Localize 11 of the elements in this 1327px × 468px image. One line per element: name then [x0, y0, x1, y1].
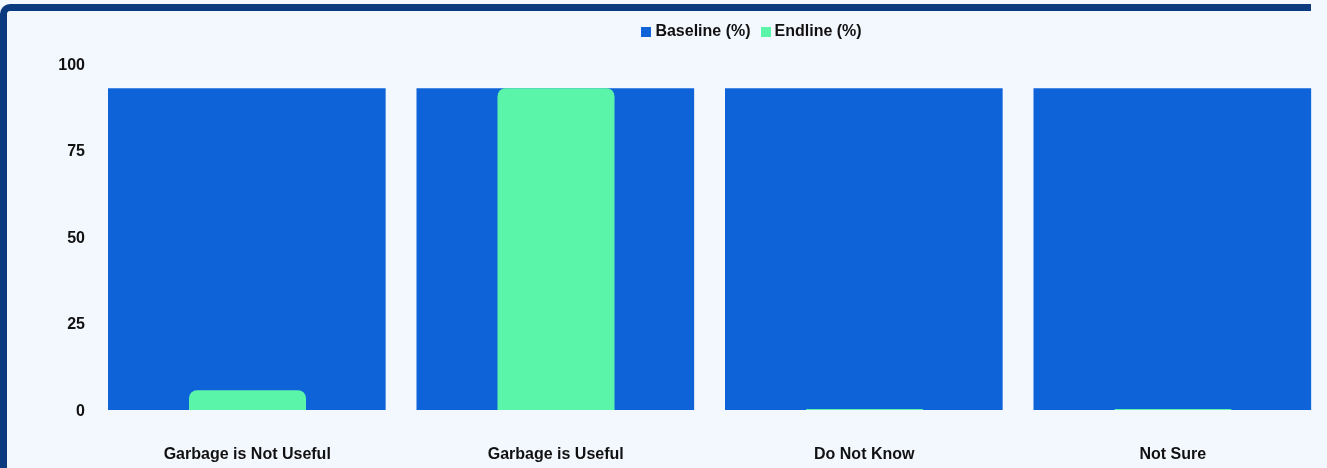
y-tick-label: 100 — [58, 55, 86, 73]
y-tick-label: 0 — [76, 401, 86, 419]
y-tick-label: 50 — [67, 228, 86, 246]
x-tick-label: Do Not Know — [814, 445, 916, 463]
y-tick-label: 25 — [67, 315, 86, 333]
legend-label: Endline (%) — [774, 22, 862, 39]
x-tick-label: Garbage is Not Useful — [163, 445, 331, 463]
y-tick-label: 75 — [67, 142, 86, 160]
x-tick-label: Garbage is Useful — [487, 445, 624, 463]
legend-label: Baseline (%) — [655, 22, 751, 39]
x-tick-label: Not Sure — [1139, 445, 1207, 463]
